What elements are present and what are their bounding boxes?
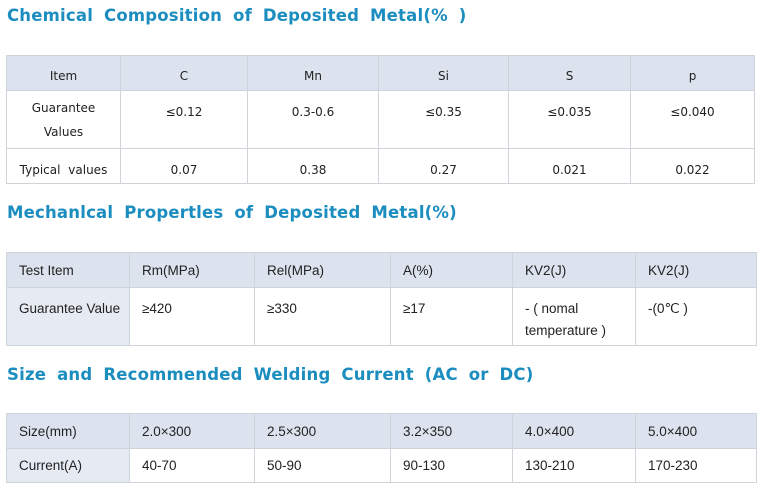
header-cell: A(%) — [390, 252, 513, 288]
table-cell: -(0℃ ) — [635, 287, 757, 346]
table-cell: ≥330 — [254, 287, 391, 346]
size-current-title: Size and Recommended Welding Current (AC… — [7, 365, 534, 384]
row-label: Guarantee Values — [6, 90, 121, 149]
table-cell: 0.3-0.6 — [247, 90, 379, 149]
header-cell: Si — [378, 55, 509, 91]
table-row: Typical values 0.07 0.38 0.27 0.021 0.02… — [6, 148, 755, 184]
header-cell: 3.2×350 — [390, 413, 513, 449]
table-header-row: Test Item Rm(MPa) Rel(MPa) A(%) KV2(J) K… — [6, 252, 757, 288]
header-cell: C — [120, 55, 248, 91]
chemical-composition-title: Chemical Composition of Deposited Metal(… — [7, 6, 467, 25]
table-cell: 0.38 — [247, 148, 379, 184]
table-cell: 0.021 — [508, 148, 631, 184]
table-cell: 170-230 — [635, 448, 757, 483]
chemical-composition-table: Item C Mn Si S p Guarantee Values ≤0.12 … — [6, 55, 755, 184]
table-cell: - ( nomal temperature ) — [512, 287, 636, 346]
table-cell: ≤0.040 — [630, 90, 755, 149]
table-cell: ≤0.12 — [120, 90, 248, 149]
header-cell: 4.0×400 — [512, 413, 636, 449]
header-cell: S — [508, 55, 631, 91]
table-cell: 40-70 — [129, 448, 255, 483]
header-cell: KV2(J) — [512, 252, 636, 288]
table-cell: 90-130 — [390, 448, 513, 483]
header-cell: Rel(MPa) — [254, 252, 391, 288]
table-cell: 50-90 — [254, 448, 391, 483]
mechanical-properties-title: Mechanlcal Propertles of Deposited Metal… — [7, 203, 457, 222]
table-row: Current(A) 40-70 50-90 90-130 130-210 17… — [6, 448, 757, 483]
row-label: Current(A) — [6, 448, 130, 483]
table-header-row: Item C Mn Si S p — [6, 55, 755, 91]
table-cell: ≥420 — [129, 287, 255, 346]
table-cell: ≤0.035 — [508, 90, 631, 149]
header-cell: KV2(J) — [635, 252, 757, 288]
table-cell: ≤0.35 — [378, 90, 509, 149]
row-label: Guarantee Value — [6, 287, 130, 346]
size-current-table: Size(mm) 2.0×300 2.5×300 3.2×350 4.0×400… — [6, 413, 757, 483]
table-cell: 0.022 — [630, 148, 755, 184]
table-row: Guarantee Value ≥420 ≥330 ≥17 - ( nomal … — [6, 287, 757, 346]
header-cell: 5.0×400 — [635, 413, 757, 449]
header-cell: Rm(MPa) — [129, 252, 255, 288]
table-row: Guarantee Values ≤0.12 0.3-0.6 ≤0.35 ≤0.… — [6, 90, 755, 149]
header-cell: 2.5×300 — [254, 413, 391, 449]
header-cell: Test Item — [6, 252, 130, 288]
table-cell: 130-210 — [512, 448, 636, 483]
table-cell: 0.27 — [378, 148, 509, 184]
table-cell: 0.07 — [120, 148, 248, 184]
header-cell: 2.0×300 — [129, 413, 255, 449]
header-cell: Size(mm) — [6, 413, 130, 449]
table-cell: ≥17 — [390, 287, 513, 346]
row-label: Typical values — [6, 148, 121, 184]
table-header-row: Size(mm) 2.0×300 2.5×300 3.2×350 4.0×400… — [6, 413, 757, 449]
header-cell: p — [630, 55, 755, 91]
header-cell: Mn — [247, 55, 379, 91]
mechanical-properties-table: Test Item Rm(MPa) Rel(MPa) A(%) KV2(J) K… — [6, 252, 757, 346]
header-cell: Item — [6, 55, 121, 91]
